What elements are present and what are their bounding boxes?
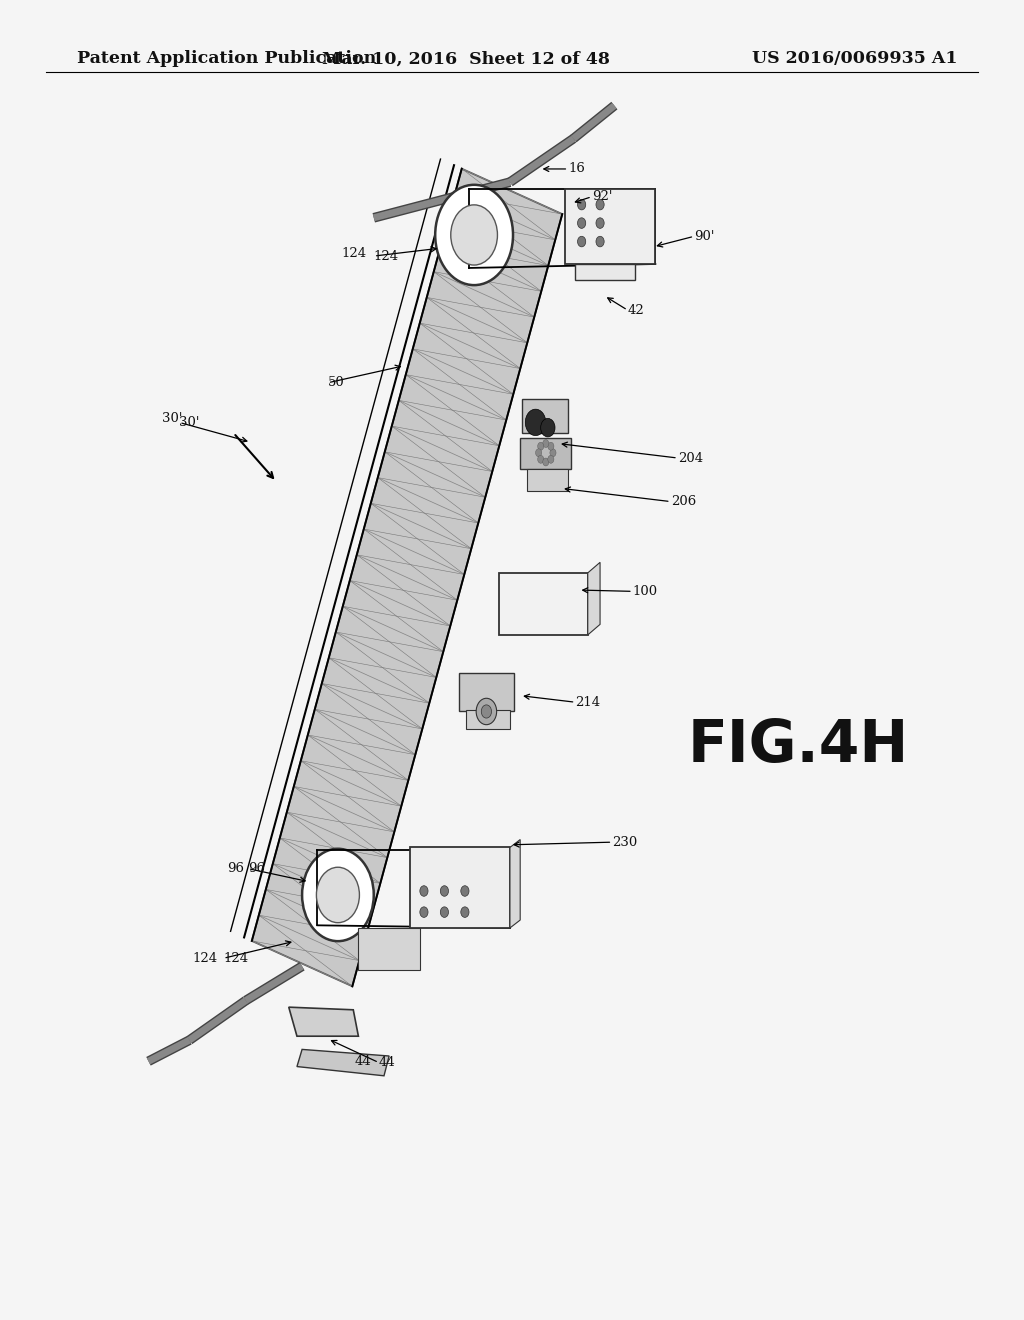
Text: 96: 96 bbox=[226, 862, 244, 875]
Circle shape bbox=[440, 886, 449, 896]
Circle shape bbox=[451, 205, 498, 265]
Polygon shape bbox=[565, 189, 655, 264]
Polygon shape bbox=[466, 710, 510, 729]
Circle shape bbox=[302, 849, 374, 941]
Circle shape bbox=[538, 442, 544, 450]
Circle shape bbox=[550, 449, 556, 457]
Circle shape bbox=[536, 449, 542, 457]
Circle shape bbox=[461, 886, 469, 896]
Text: US 2016/0069935 A1: US 2016/0069935 A1 bbox=[752, 50, 957, 67]
Circle shape bbox=[548, 455, 554, 463]
Circle shape bbox=[538, 455, 544, 463]
Polygon shape bbox=[575, 264, 635, 280]
Circle shape bbox=[440, 907, 449, 917]
Text: 30': 30' bbox=[179, 416, 200, 429]
Text: 124: 124 bbox=[191, 952, 217, 965]
Text: FIG.4H: FIG.4H bbox=[688, 717, 909, 775]
Circle shape bbox=[578, 199, 586, 210]
Polygon shape bbox=[510, 840, 520, 928]
Circle shape bbox=[435, 185, 513, 285]
Polygon shape bbox=[358, 928, 420, 970]
Polygon shape bbox=[527, 469, 568, 491]
Text: Mar. 10, 2016  Sheet 12 of 48: Mar. 10, 2016 Sheet 12 of 48 bbox=[322, 50, 610, 67]
Circle shape bbox=[481, 705, 492, 718]
Circle shape bbox=[541, 418, 555, 437]
Text: 44: 44 bbox=[355, 1055, 372, 1068]
Circle shape bbox=[525, 409, 546, 436]
Text: 214: 214 bbox=[575, 696, 601, 709]
Polygon shape bbox=[410, 847, 510, 928]
Circle shape bbox=[548, 442, 554, 450]
Text: 124: 124 bbox=[223, 952, 249, 965]
Polygon shape bbox=[520, 438, 571, 469]
Circle shape bbox=[543, 458, 549, 466]
Text: 50: 50 bbox=[328, 376, 344, 389]
Text: 30': 30' bbox=[162, 412, 182, 425]
Circle shape bbox=[596, 218, 604, 228]
Polygon shape bbox=[459, 673, 514, 711]
Text: 42: 42 bbox=[628, 304, 644, 317]
Circle shape bbox=[316, 867, 359, 923]
Text: 206: 206 bbox=[671, 495, 696, 508]
Text: 16: 16 bbox=[568, 162, 585, 176]
Text: 204: 204 bbox=[678, 451, 703, 465]
Text: 92': 92' bbox=[592, 190, 612, 203]
Polygon shape bbox=[289, 1007, 358, 1036]
Circle shape bbox=[596, 199, 604, 210]
Text: 124: 124 bbox=[374, 249, 399, 263]
Polygon shape bbox=[522, 399, 568, 433]
Polygon shape bbox=[588, 562, 600, 635]
Circle shape bbox=[578, 218, 586, 228]
Circle shape bbox=[578, 236, 586, 247]
Text: 230: 230 bbox=[612, 836, 638, 849]
Circle shape bbox=[420, 907, 428, 917]
Text: 96: 96 bbox=[248, 862, 265, 875]
Text: 90': 90' bbox=[694, 230, 715, 243]
Polygon shape bbox=[499, 573, 588, 635]
Circle shape bbox=[476, 698, 497, 725]
Text: Patent Application Publication: Patent Application Publication bbox=[77, 50, 376, 67]
Text: 100: 100 bbox=[633, 585, 658, 598]
Text: 44: 44 bbox=[379, 1056, 395, 1069]
Polygon shape bbox=[297, 1049, 389, 1076]
Circle shape bbox=[543, 440, 549, 447]
Circle shape bbox=[420, 886, 428, 896]
Circle shape bbox=[461, 907, 469, 917]
Text: 124: 124 bbox=[341, 247, 367, 260]
Polygon shape bbox=[252, 169, 562, 986]
Circle shape bbox=[596, 236, 604, 247]
